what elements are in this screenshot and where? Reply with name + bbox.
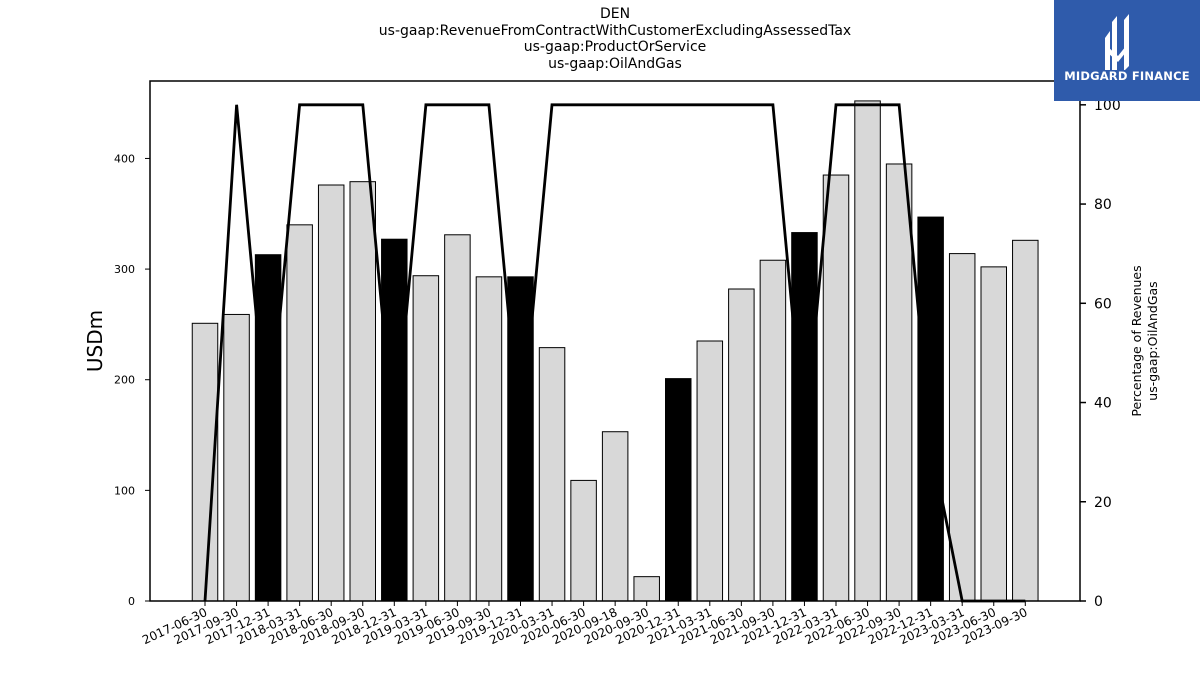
y-tick-label: 200 [114,374,135,387]
chart-title: DEN us-gaap:RevenueFromContractWithCusto… [150,6,1080,72]
bar-2018-06-30 [317,184,345,602]
percentage-line-series [203,103,1026,603]
midgard-logo: MIDGARD FINANCE [1054,0,1200,101]
midgard-logo-icon [1105,14,1129,70]
title-line-ticker: DEN [599,6,631,22]
bar-2020-06-30 [570,479,597,602]
y2-axis-label-line2: us-gaap:OilAndGas [1145,281,1160,400]
bar-2023-03-31 [948,253,976,602]
y2-tick-label: 20 [1094,495,1112,511]
bar-2022-12-31 [917,216,944,602]
bar-2018-12-31 [381,238,408,602]
bar-2023-06-30 [980,266,1007,602]
bar-2017-09-30 [223,313,250,602]
logo-text: MIDGARD FINANCE [1064,69,1190,83]
y-tick-label: 300 [114,263,135,276]
bar-2020-09-30 [633,576,660,602]
bar-2019-09-30 [475,276,503,602]
bar-2018-03-31 [286,224,313,602]
bar-2019-06-30 [444,234,471,602]
bar-2022-06-30 [854,100,881,602]
y-tick-label: 0 [128,595,135,608]
bar-2019-03-31 [412,275,440,602]
y2-tick-label: 0 [1094,594,1103,610]
title-line-concept: us-gaap:RevenueFromContractWithCustomerE… [378,22,852,39]
y-axis-label: USDm [83,310,107,372]
bar-2020-09-18 [601,431,629,602]
title-line-axis: us-gaap:ProductOrService [523,39,707,55]
y2-tick-label: 80 [1094,197,1112,213]
bar-2020-03-31 [538,347,566,602]
percentage-line [203,103,1026,603]
title-line-member: us-gaap:OilAndGas [548,55,682,72]
y-tick-label: 100 [114,484,135,497]
y-tick-label: 400 [114,152,135,165]
y2-tick-label: 60 [1094,296,1112,312]
bar-2022-03-31 [822,174,850,602]
bar-series [191,100,1039,602]
right-y-axis: 0 20 40 60 80 100 [1080,98,1121,610]
left-y-axis: 0 100 200 300 400 [114,152,150,608]
bar-2018-09-30 [349,181,376,602]
x-axis: 2017-06-302017-09-302017-12-312018-03-31… [140,601,1030,647]
bar-2021-06-30 [728,288,755,602]
bar-2022-09-30 [885,163,913,602]
bar-2021-09-30 [759,259,787,602]
y2-tick-label: 40 [1094,396,1112,412]
bar-2021-12-31 [791,232,818,602]
bar-2021-03-31 [696,340,724,602]
bar-2020-12-31 [665,378,692,602]
y2-axis-label-line1: Percentage of Revenues [1129,265,1144,416]
y2-tick-label: 100 [1094,98,1121,114]
bar-2023-09-30 [1012,239,1039,602]
